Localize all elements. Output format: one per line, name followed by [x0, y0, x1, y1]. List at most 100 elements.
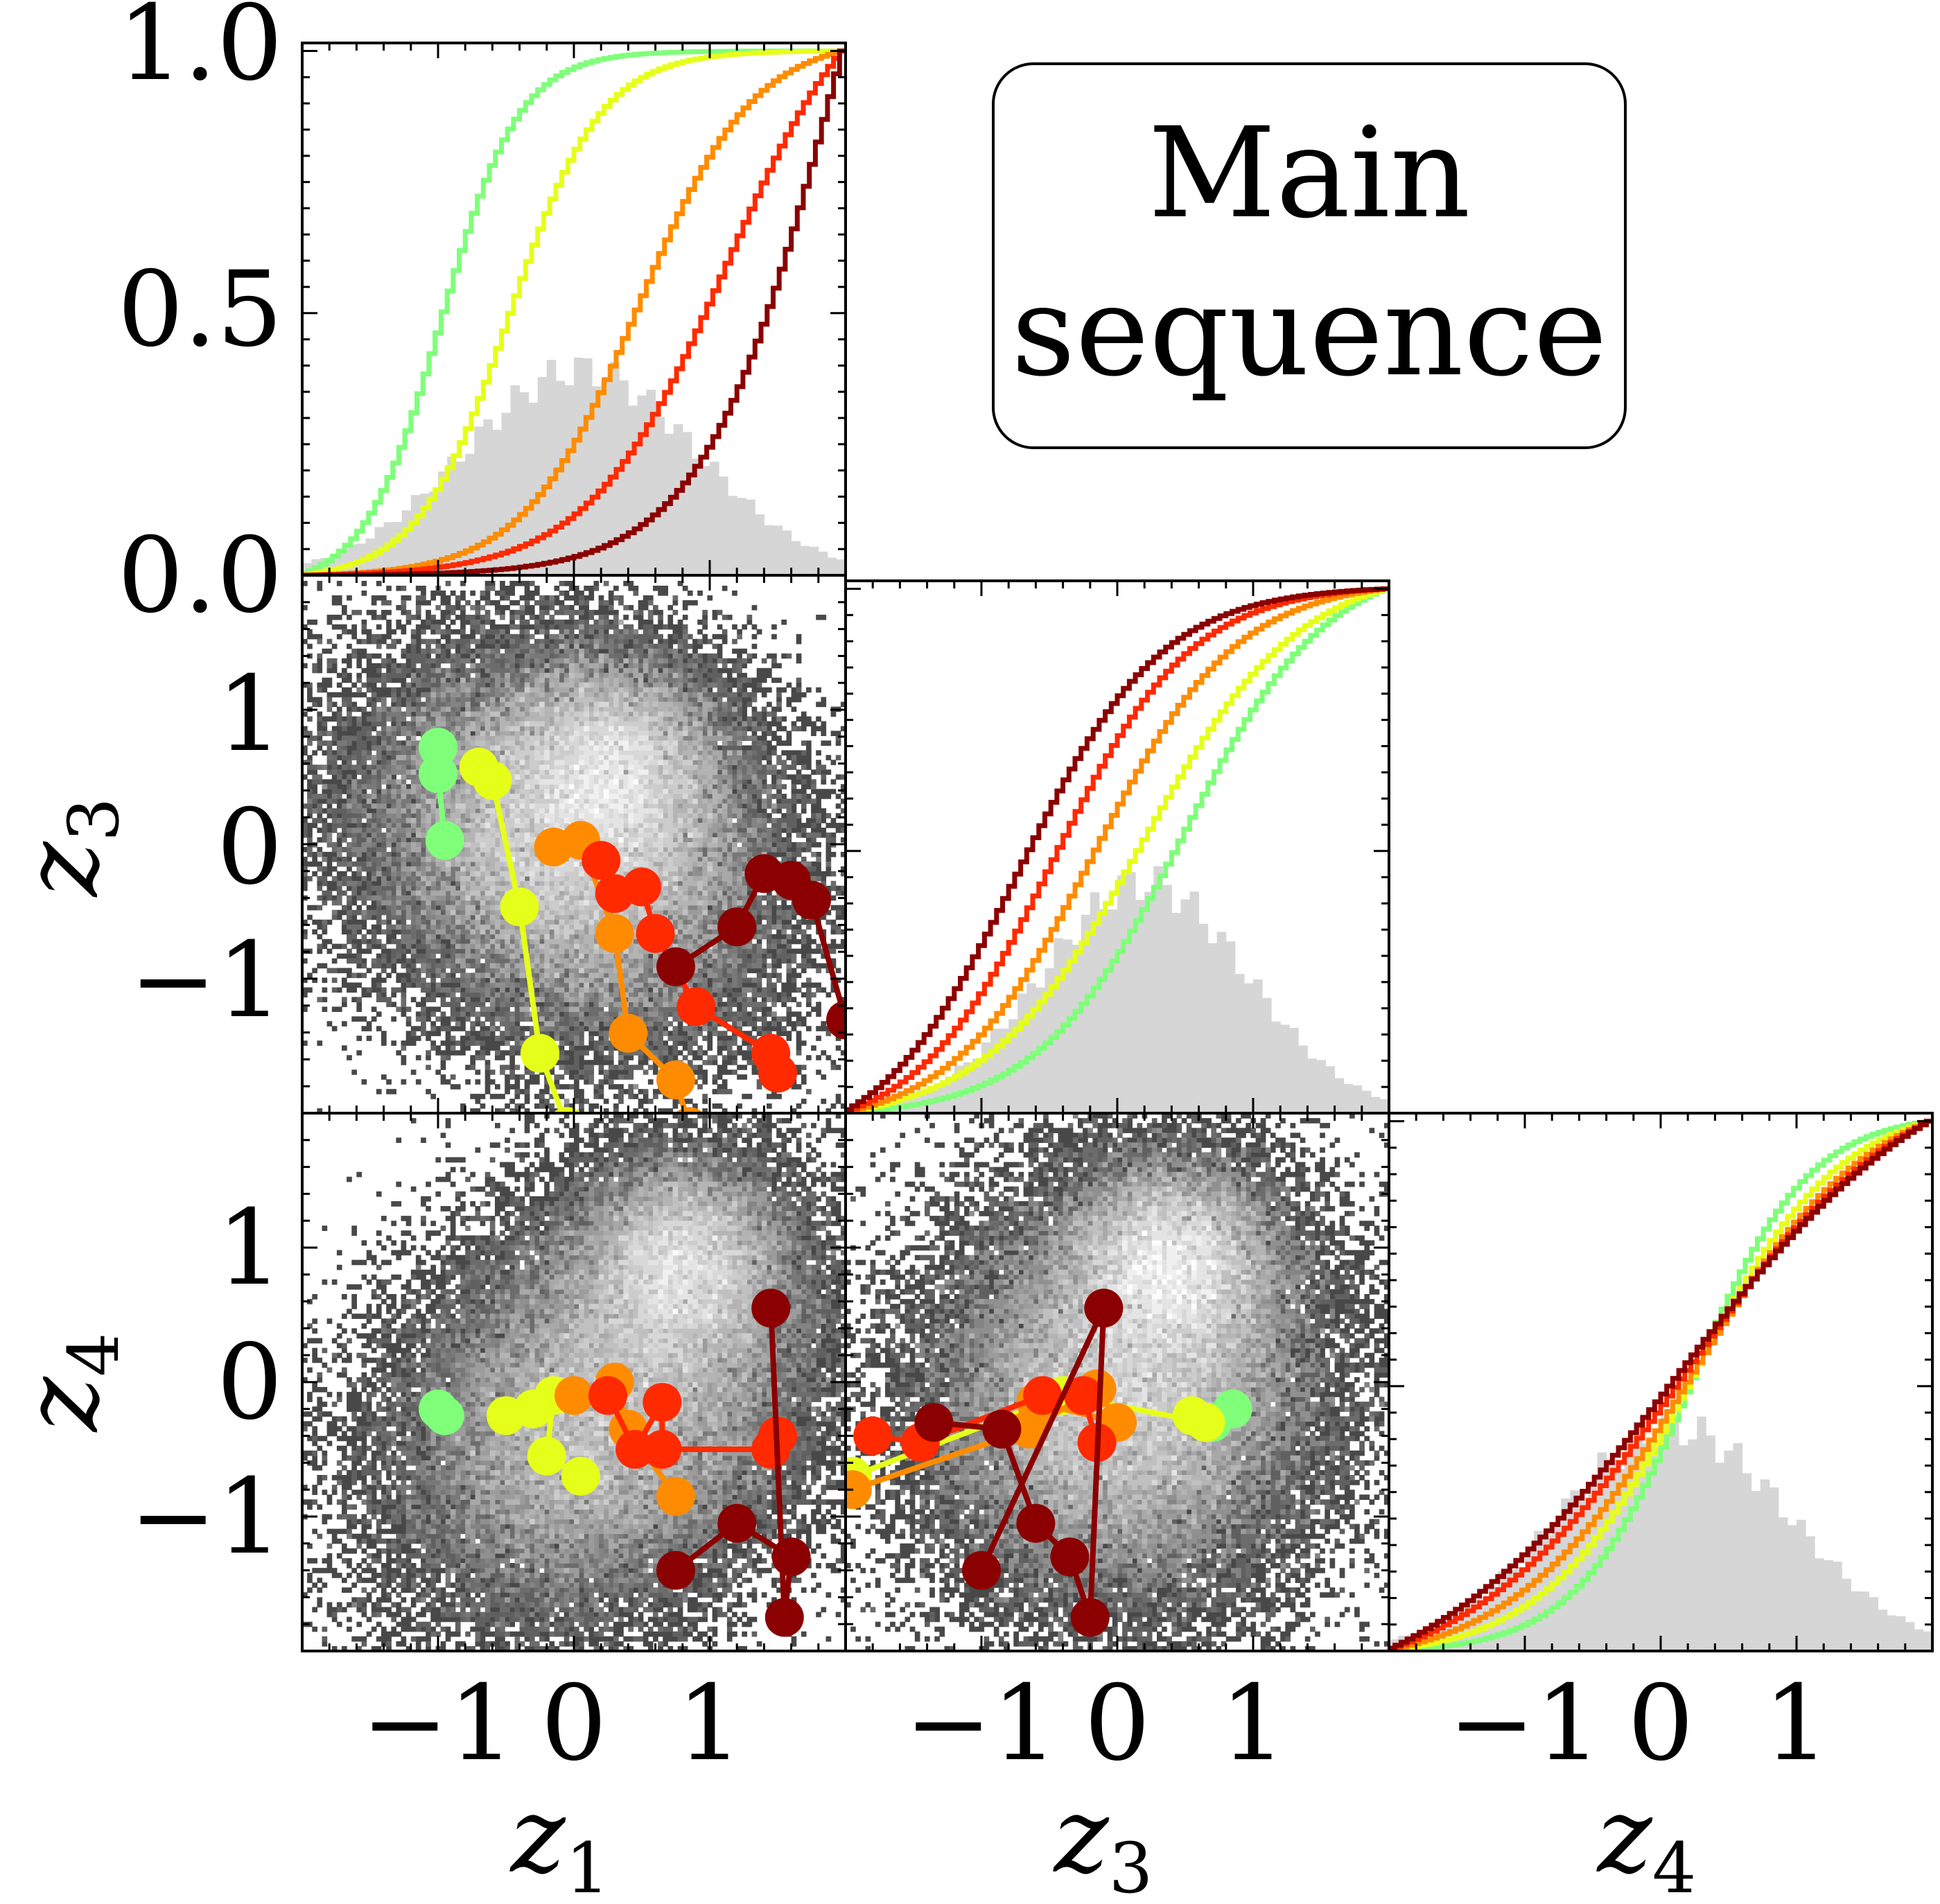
density-cells [1117, 1230, 1217, 1319]
track-point [717, 1503, 757, 1543]
y-tick-label-z4: 0 [217, 1322, 283, 1443]
diag-panel-3 [1389, 1119, 1932, 1651]
density-cells [371, 1142, 837, 1627]
x-tick-label: −1 [905, 1663, 1058, 1784]
track-point [771, 1537, 811, 1577]
track-point [846, 1470, 872, 1510]
y-tick-label-z3: 0 [217, 787, 283, 908]
track-point [425, 821, 464, 860]
track-point [1070, 1598, 1110, 1637]
density-cells [455, 1181, 777, 1539]
cdf-series-5 [1389, 1119, 1932, 1651]
track-point [717, 907, 757, 947]
cdf-series-5 [846, 586, 1389, 1113]
density-cells [326, 1118, 846, 1651]
cdf-series-4 [846, 586, 1389, 1113]
track-point [1023, 1376, 1063, 1415]
track-point [1016, 1503, 1056, 1543]
histogram [302, 358, 846, 575]
tracks-z4_vs_z3 [846, 1289, 1252, 1637]
track-point [419, 728, 457, 767]
track-point [656, 1551, 695, 1590]
cdf-series-1 [846, 586, 1389, 1113]
track-point [751, 1289, 791, 1328]
track-point [500, 887, 539, 927]
cdf-series-3 [846, 586, 1389, 1113]
track-point [419, 754, 457, 794]
cdf-series-2 [302, 49, 846, 575]
track-point [643, 1430, 682, 1469]
cdf-series-1 [302, 49, 846, 575]
density-cells [450, 1171, 782, 1573]
density-cells [846, 1113, 1389, 1651]
y-tick-label-z4: 1 [217, 1188, 283, 1309]
x-tick-label: −1 [1448, 1663, 1601, 1784]
track-point [595, 914, 634, 953]
track-point [473, 761, 512, 800]
track-point [656, 1476, 695, 1516]
density-cells [426, 672, 718, 988]
track-point [1064, 1376, 1103, 1415]
density-z4-vs-z1 [302, 1113, 846, 1651]
density-cells [1053, 1201, 1246, 1481]
cdf-series-1 [1389, 1119, 1932, 1651]
track-point [1050, 1537, 1090, 1577]
track-point [676, 987, 716, 1027]
track-point [764, 1598, 804, 1637]
histogram [846, 866, 1389, 1113]
track-point [914, 1403, 954, 1442]
track-point [1186, 1403, 1225, 1442]
x-tick-label: 0 [1627, 1663, 1693, 1784]
density-cells [366, 619, 767, 1046]
y-axis-label-text: z3 [1, 798, 134, 898]
tracks-z3_vs_z1 [419, 728, 846, 1113]
x-tick-label: 0 [541, 1663, 606, 1784]
density-cells [1008, 1186, 1257, 1500]
track-point [425, 1396, 464, 1435]
track-point [656, 947, 695, 986]
track-point [1009, 1409, 1049, 1449]
density-cells [302, 581, 846, 1113]
track-point [758, 1054, 797, 1093]
diag-panel-2 [846, 586, 1389, 1113]
track-point [521, 1033, 559, 1073]
density-z3-vs-z1 [302, 581, 846, 1113]
frames-layer [301, 42, 1934, 1652]
x-tick-label: 0 [1084, 1663, 1150, 1784]
track-point [1084, 1289, 1124, 1328]
track-point [792, 880, 831, 920]
diag-panel-1 [302, 49, 846, 575]
y-tick-label-z4: −1 [130, 1457, 283, 1578]
cdf-tick-label: 0.0 [117, 516, 283, 636]
track-point [561, 1456, 600, 1496]
annotation-line-1: Main [1148, 101, 1470, 246]
density-cells [563, 1216, 728, 1442]
track-point [588, 1376, 627, 1415]
x-axis-label: z4 [1596, 1776, 1697, 1904]
tracks-layer [419, 728, 1252, 1637]
x-tick-label: 1 [1220, 1663, 1286, 1784]
cdf-tick-label: 0.5 [117, 250, 283, 370]
y-axis-label-text: z4 [1, 1333, 134, 1433]
y-tick-label-z3: 1 [217, 654, 283, 775]
tracks-z4_vs_z1 [419, 1289, 811, 1637]
track-point [636, 914, 675, 953]
density-cells [643, 1230, 728, 1388]
track-point [622, 867, 661, 907]
track-point [982, 1409, 1022, 1449]
annotation-line-2: sequence [1011, 259, 1607, 404]
diagonal-layer [302, 49, 1932, 1651]
x-axis-label: z1 [509, 1776, 610, 1904]
density-cells [1097, 1225, 1217, 1402]
x-axis-label: z3 [1053, 1776, 1153, 1904]
cdf-tick-label: 1.0 [117, 0, 283, 104]
track-point [826, 1000, 846, 1040]
density-cells [302, 581, 846, 1113]
density-cells [470, 1186, 762, 1525]
cdf-series-2 [846, 586, 1389, 1113]
y-axis-label: z4 [1, 1333, 134, 1433]
track-point [609, 1013, 648, 1053]
annotation-box: Main sequence [992, 62, 1627, 449]
